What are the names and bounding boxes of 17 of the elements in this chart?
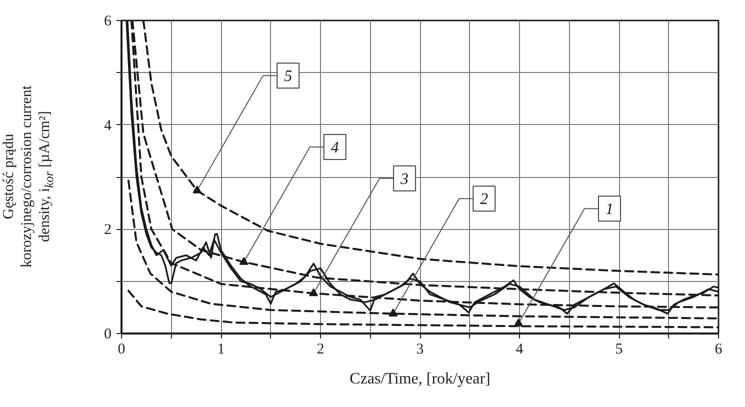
x-tick-label: 1 [217,342,225,358]
annotation: 4 [330,140,339,157]
annotation: 1 [606,201,614,218]
y-tick-label: 0 [104,326,112,342]
x-axis-title: Czas/Time, [rok/year] [350,370,490,388]
x-tick-label: 5 [615,342,623,358]
annotation: 3 [400,170,409,188]
x-tick-label: 6 [714,342,723,358]
x-tick-label: 2 [316,342,324,358]
y-tick-label: 2 [104,222,112,238]
y-tick-label: 4 [104,118,112,134]
y-tick-label: 6 [104,14,112,30]
x-tick-label: 4 [516,342,524,358]
x-tick-label: 3 [416,342,424,358]
x-tick-label: 0 [118,342,126,358]
annotation: 5 [284,68,292,86]
annotation: 2 [480,191,488,208]
